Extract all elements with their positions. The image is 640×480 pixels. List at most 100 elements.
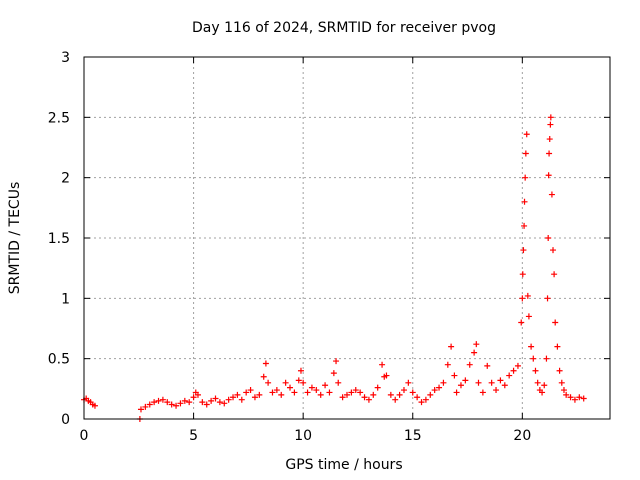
data-point: [466, 361, 473, 368]
data-point: [543, 355, 550, 362]
y-tick-label: 0: [61, 412, 70, 428]
data-point: [414, 394, 421, 401]
data-point: [556, 367, 563, 374]
data-point: [212, 395, 219, 402]
data-point: [444, 361, 451, 368]
data-point: [361, 394, 368, 401]
data-point: [422, 396, 429, 403]
data-point: [431, 387, 438, 394]
data-point: [308, 384, 315, 391]
data-point: [352, 387, 359, 394]
data-point: [409, 389, 416, 396]
data-point: [300, 379, 307, 386]
data-point: [190, 394, 197, 401]
data-point: [265, 379, 272, 386]
data-point: [379, 361, 386, 368]
data-point: [221, 400, 228, 407]
data-point: [243, 389, 250, 396]
data-point: [151, 399, 158, 406]
data-point: [550, 247, 557, 254]
data-point: [230, 394, 237, 401]
data-point: [164, 399, 171, 406]
data-point: [514, 362, 521, 369]
data-point: [521, 222, 528, 229]
data-point: [247, 387, 254, 394]
data-point: [357, 389, 364, 396]
data-point: [519, 295, 526, 302]
data-point: [91, 402, 98, 409]
data-point: [322, 382, 329, 389]
data-point: [234, 391, 241, 398]
data-point: [313, 387, 320, 394]
data-point: [317, 391, 324, 398]
data-point: [545, 235, 552, 241]
data-point: [256, 391, 263, 398]
data-point: [297, 367, 304, 374]
data-point: [522, 174, 529, 181]
data-point: [548, 191, 555, 198]
data-point: [530, 355, 537, 362]
data-point: [173, 402, 180, 409]
data-point: [563, 391, 570, 398]
data-point: [383, 372, 390, 379]
data-point: [287, 384, 294, 391]
data-point: [473, 341, 480, 348]
data-point: [551, 271, 558, 278]
data-point: [506, 372, 513, 379]
data-point: [291, 389, 298, 396]
data-point: [462, 377, 469, 384]
y-axis-title: SRMTID / TECUs: [7, 182, 23, 295]
x-tick-label: 10: [294, 428, 312, 444]
y-tick-label: 1: [61, 291, 70, 307]
data-point: [142, 403, 149, 410]
data-point: [333, 358, 340, 365]
data-point: [546, 136, 553, 143]
data-point: [260, 373, 267, 380]
data-point: [558, 379, 565, 386]
data-point: [475, 379, 482, 386]
data-point: [571, 396, 578, 403]
y-tick-label: 2: [61, 171, 70, 187]
data-point: [168, 401, 175, 408]
x-tick-label: 5: [189, 428, 198, 444]
data-point: [155, 397, 162, 404]
data-point: [146, 401, 153, 408]
data-point: [451, 372, 458, 379]
data-point: [524, 292, 531, 299]
data-point: [547, 114, 554, 121]
data-point: [493, 387, 500, 394]
data-point: [501, 382, 508, 389]
x-tick-label: 20: [513, 428, 531, 444]
data-point: [203, 401, 210, 408]
data-point: [545, 172, 552, 179]
data-point: [282, 379, 289, 386]
data-point: [528, 343, 535, 350]
data-point: [225, 396, 232, 403]
data-point: [436, 384, 443, 391]
data-point: [552, 319, 559, 326]
data-point: [547, 121, 554, 128]
data-point: [484, 362, 491, 369]
data-point: [370, 391, 377, 398]
y-tick-label: 3: [61, 50, 70, 66]
data-point: [365, 396, 372, 403]
data-point: [488, 379, 495, 386]
data-point: [269, 389, 276, 396]
data-point: [539, 389, 546, 396]
data-point: [546, 150, 553, 157]
data-point: [497, 377, 504, 384]
data-point: [335, 379, 342, 386]
data-point: [523, 131, 530, 138]
data-point: [534, 379, 541, 386]
data-point: [137, 406, 144, 413]
data-point: [295, 377, 302, 384]
data-point: [396, 391, 403, 398]
data-point: [519, 271, 526, 278]
data-point: [194, 391, 201, 398]
y-tick-label: 2.5: [48, 110, 70, 126]
x-axis-title: GPS time / hours: [285, 457, 402, 473]
data-point: [177, 400, 184, 407]
y-tick-label: 1.5: [48, 231, 70, 247]
x-tick-labels: 0 5 10 15 20: [80, 428, 532, 444]
